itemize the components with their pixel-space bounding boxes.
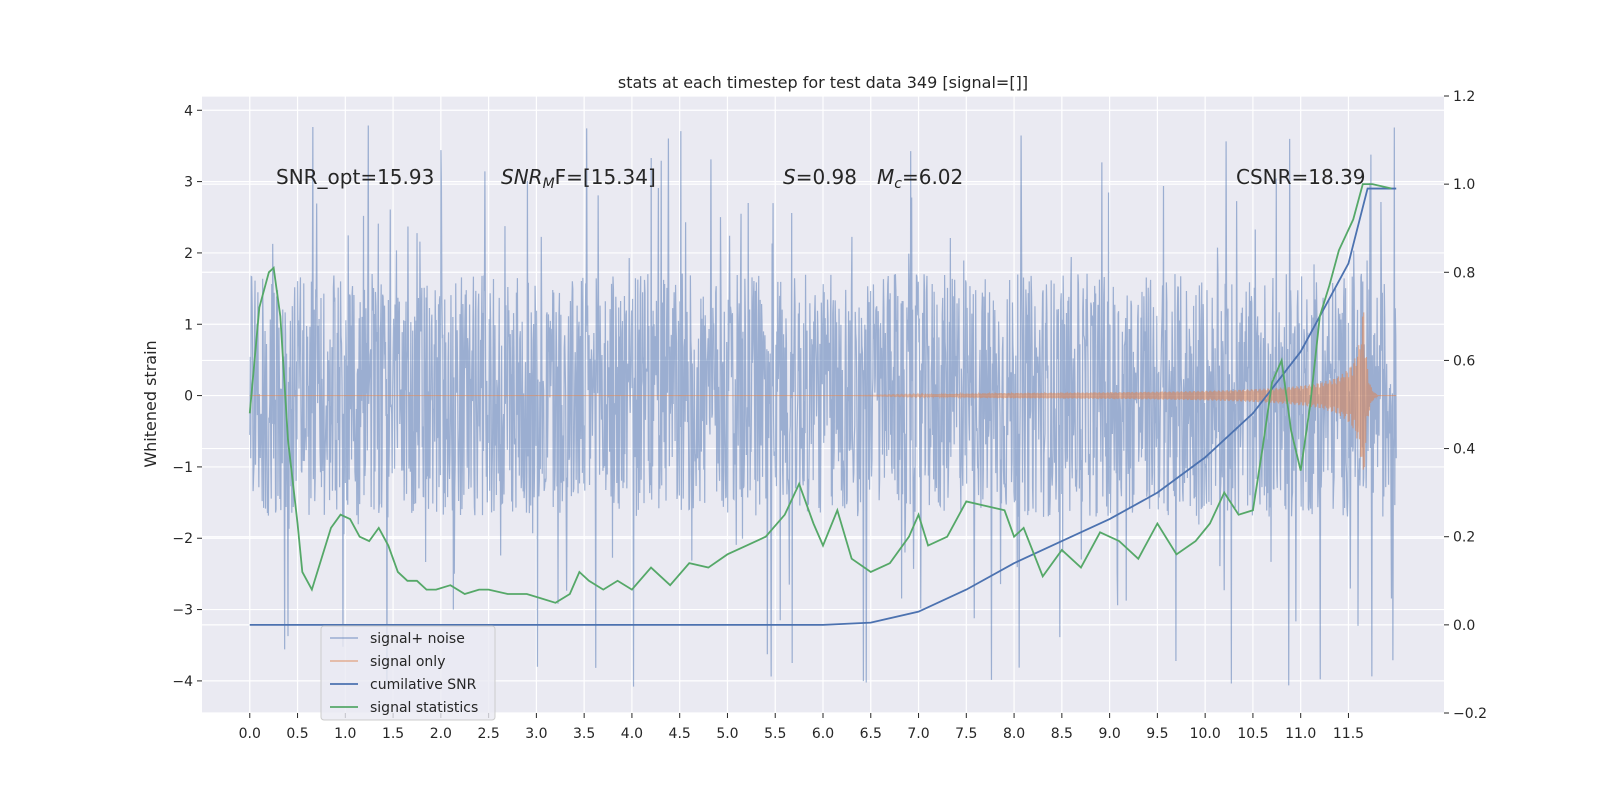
annotation-mc: Mc=6.02 [877,165,963,192]
legend-box [320,625,496,721]
x-tick-label-17: 8.5 [1051,726,1073,742]
y2-tick-label-6: 1.0 [1453,177,1475,193]
signal-only-line [249,312,1397,470]
y2-tick-label-7: 1.2 [1453,89,1475,105]
x-tick-label-14: 7.0 [907,726,929,742]
x-tick-label-8: 4.0 [621,726,643,742]
x-tick-label-10: 5.0 [716,726,738,742]
annotation-s: S=0.98 [783,165,857,189]
mc-subscript: c [894,176,902,192]
x-tick-label-12: 6.0 [812,726,834,742]
legend-label-signal-statistics: signal statistics [370,700,478,716]
snr-mf-subscript: M [543,176,555,192]
x-tick-label-13: 6.5 [860,726,882,742]
legend: signal+ noise signal only cumilative SNR… [320,625,496,721]
snr-mf-symbol: SNR [501,165,543,189]
x-tick-label-5: 2.5 [477,726,499,742]
y2-tick-label-5: 0.8 [1453,265,1475,281]
x-tick-label-18: 9.0 [1098,726,1120,742]
x-tick-label-1: 0.5 [286,726,308,742]
mc-symbol: M [877,165,894,189]
y-tick-label-8: 4 [184,103,193,119]
y-tick-label-5: 1 [184,317,193,333]
x-axis: 0.0 0.5 1.0 1.5 2.0 2.5 3.0 3.5 4.0 4.5 5.0 5.5 6.0 6… [239,713,1364,742]
x-tick-label-23: 11.5 [1333,726,1364,742]
annotation-snr-opt: SNR_opt=15.93 [276,165,434,189]
y-tick-label-0: −4 [172,674,193,690]
legend-label-cumilative-snr: cumilative SNR [370,677,477,693]
annotation-csnr: CSNR=18.39 [1236,165,1366,189]
y-axis-right: −0.2 0.0 0.2 0.4 0.6 0.8 1.0 1.2 [1444,89,1487,722]
legend-label-signal-noise: signal+ noise [370,631,465,647]
chart-title: stats at each timestep for test data 349… [618,73,1028,92]
mc-value: =6.02 [902,165,963,189]
x-tick-label-2: 1.0 [334,726,356,742]
y2-tick-label-4: 0.6 [1453,353,1475,369]
y-tick-label-2: −2 [172,531,193,547]
plot-area [202,95,1444,714]
cumilative-snr-line [249,187,1397,626]
y-tick-label-3: −1 [172,460,193,476]
x-tick-label-11: 5.5 [764,726,786,742]
snr-mf-value: F=[15.34] [555,165,656,189]
y2-tick-label-1: 0.0 [1453,618,1475,634]
signal-noise-line [249,125,1397,687]
y-tick-label-6: 2 [184,246,193,262]
s-value: =0.98 [796,165,857,189]
y-axis-label: Whitened strain [141,340,160,467]
x-tick-label-15: 7.5 [955,726,977,742]
y-tick-label-4: 0 [184,389,193,405]
x-tick-label-9: 4.5 [669,726,691,742]
x-tick-label-6: 3.0 [525,726,547,742]
y2-tick-label-2: 0.2 [1453,530,1475,546]
y-axis-left: −4 −3 −2 −1 0 1 2 3 4 [172,103,202,690]
x-tick-label-4: 2.0 [430,726,452,742]
x-tick-label-7: 3.5 [573,726,595,742]
y-tick-label-7: 3 [184,175,193,191]
annotation-snr-mf: SNRMF=[15.34] [501,165,656,192]
x-tick-label-0: 0.0 [239,726,261,742]
x-tick-label-16: 8.0 [1003,726,1025,742]
signal-statistics-line [248,183,1392,604]
annotations: SNR_opt=15.93 SNRMF=[15.34] S=0.98 Mc=6.… [276,165,1366,192]
x-tick-label-3: 1.5 [382,726,404,742]
legend-label-signal-only: signal only [370,654,445,670]
y2-tick-label-0: −0.2 [1453,706,1487,722]
x-tick-label-20: 10.0 [1190,726,1221,742]
s-symbol: S [783,165,796,189]
x-tick-label-19: 9.5 [1146,726,1168,742]
series-cumilative-snr [249,187,1397,626]
series-signal-statistics [248,183,1392,604]
x-tick-label-22: 11.0 [1285,726,1316,742]
x-tick-label-21: 10.5 [1237,726,1268,742]
y-tick-label-1: −3 [172,603,193,619]
series-signal-only [249,312,1397,470]
series-signal-noise [249,125,1397,687]
y2-tick-label-3: 0.4 [1453,442,1475,458]
